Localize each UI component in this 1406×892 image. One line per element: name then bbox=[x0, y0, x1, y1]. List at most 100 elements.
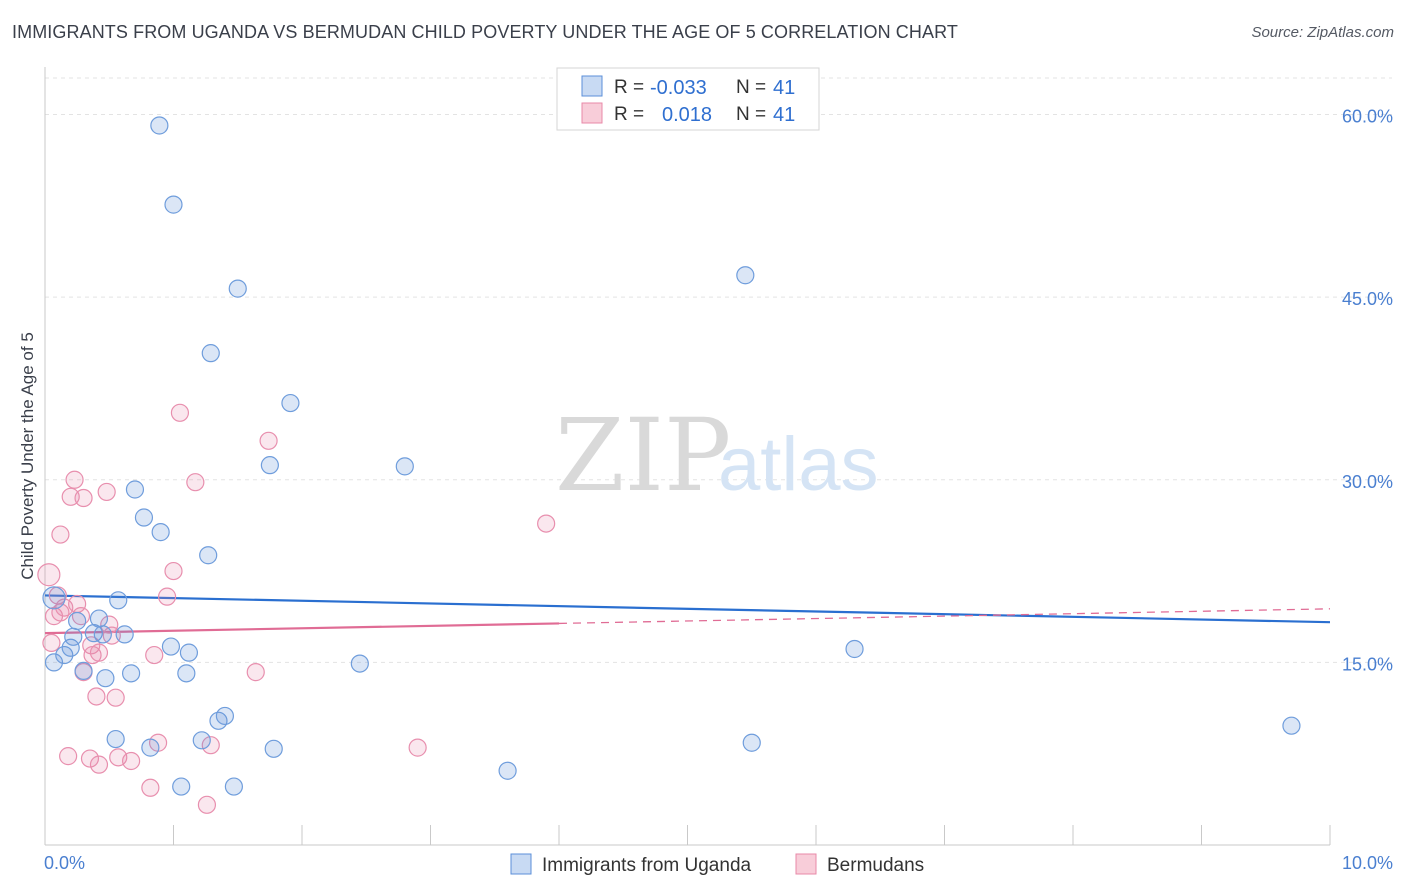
point-bermudans bbox=[97, 482, 116, 502]
x-tick-label-min: 0.0% bbox=[44, 853, 85, 873]
point-uganda bbox=[177, 664, 196, 683]
point-uganda bbox=[260, 456, 279, 475]
point-uganda bbox=[845, 639, 864, 659]
point-uganda bbox=[109, 591, 128, 610]
legend-r-value-2: 0.018 bbox=[662, 104, 712, 126]
y-tick-labels: 15.0% 30.0% 45.0% 60.0% bbox=[1342, 107, 1393, 675]
trendline-bermudans-solid bbox=[44, 622, 560, 635]
point-bermudans bbox=[51, 525, 70, 544]
point-uganda bbox=[350, 654, 369, 673]
point-bermudans bbox=[89, 643, 109, 662]
point-uganda bbox=[192, 731, 211, 750]
point-uganda bbox=[74, 661, 93, 681]
source-label: Source: ZipAtlas.com bbox=[1251, 24, 1394, 41]
y-tick-label: 45.0% bbox=[1342, 289, 1393, 309]
point-bermudans bbox=[59, 747, 78, 766]
point-uganda bbox=[179, 643, 199, 662]
legend-swatch-bermudans bbox=[581, 102, 603, 124]
point-uganda bbox=[201, 344, 220, 363]
point-uganda bbox=[93, 625, 112, 644]
point-uganda bbox=[121, 664, 141, 683]
point-uganda bbox=[736, 266, 755, 285]
point-uganda bbox=[61, 638, 80, 657]
point-uganda bbox=[150, 116, 169, 135]
point-bermudans bbox=[259, 431, 278, 450]
point-uganda bbox=[215, 706, 234, 726]
point-bermudans bbox=[80, 749, 100, 768]
legend-bottom-label-bermudans: Bermudans bbox=[827, 855, 924, 876]
watermark-atlas: atlas bbox=[718, 422, 879, 507]
point-uganda bbox=[68, 611, 87, 631]
point-bermudans bbox=[197, 795, 217, 814]
x-tick-label-max: 10.0% bbox=[1342, 853, 1393, 873]
point-uganda bbox=[281, 393, 300, 413]
watermark-zip: ZIP bbox=[555, 397, 731, 514]
legend-r-value-1: -0.033 bbox=[650, 77, 707, 99]
point-bermudans bbox=[42, 633, 61, 653]
point-bermudans bbox=[246, 663, 265, 682]
legend-n-value-2: 41 bbox=[773, 104, 795, 126]
trendlines bbox=[44, 594, 1331, 635]
point-uganda bbox=[742, 733, 761, 752]
legend-bottom-swatch-uganda bbox=[510, 853, 532, 875]
trendline-uganda-solid bbox=[44, 594, 1331, 624]
point-uganda bbox=[42, 586, 66, 610]
point-uganda bbox=[224, 777, 243, 796]
point-uganda bbox=[134, 508, 154, 527]
point-uganda bbox=[115, 625, 134, 644]
y-tick-label: 30.0% bbox=[1342, 472, 1393, 492]
point-bermudans bbox=[106, 688, 125, 707]
legend-r-label-2: R = bbox=[614, 104, 644, 125]
point-uganda bbox=[106, 729, 125, 749]
point-bermudans bbox=[201, 736, 220, 755]
point-bermudans bbox=[121, 751, 141, 771]
point-uganda bbox=[141, 738, 160, 757]
point-uganda bbox=[44, 653, 64, 672]
watermark: ZIP atlas bbox=[555, 397, 879, 514]
point-uganda bbox=[125, 480, 145, 499]
gridlines bbox=[45, 77, 1392, 663]
legend-bottom-swatch-bermudans bbox=[795, 853, 817, 875]
point-uganda bbox=[64, 627, 83, 646]
point-uganda bbox=[151, 523, 170, 542]
chart-title: IMMIGRANTS FROM UGANDA VS BERMUDAN CHILD… bbox=[12, 22, 958, 42]
point-bermudans bbox=[61, 487, 80, 506]
correlation-legend: R = -0.033 N = 41 R = 0.018 N = 41 bbox=[556, 67, 820, 131]
point-uganda bbox=[395, 457, 414, 476]
trendline-bermudans-dashed bbox=[558, 608, 1331, 625]
point-bermudans bbox=[141, 778, 160, 797]
point-uganda bbox=[161, 637, 181, 656]
point-uganda bbox=[498, 761, 517, 780]
legend-n-value-1: 41 bbox=[773, 77, 795, 99]
legend-bottom-label-uganda: Immigrants from Uganda bbox=[542, 855, 752, 876]
y-tick-label: 15.0% bbox=[1342, 654, 1393, 674]
legend-swatch-uganda bbox=[581, 75, 603, 97]
point-bermudans bbox=[157, 587, 177, 606]
point-bermudans bbox=[145, 645, 164, 665]
legend-n-label-2: N = bbox=[736, 104, 766, 125]
point-uganda bbox=[172, 777, 191, 796]
point-uganda bbox=[96, 669, 115, 688]
point-bermudans bbox=[74, 488, 93, 508]
point-uganda bbox=[164, 195, 183, 214]
point-bermudans bbox=[170, 403, 190, 422]
point-bermudans bbox=[87, 687, 106, 706]
x-tick-labels: 0.0% 10.0% bbox=[44, 853, 1393, 873]
y-tick-label: 60.0% bbox=[1342, 107, 1393, 127]
point-uganda bbox=[264, 739, 283, 758]
point-bermudans bbox=[89, 755, 109, 774]
point-bermudans bbox=[65, 470, 84, 489]
axes bbox=[44, 67, 1331, 846]
point-uganda bbox=[228, 279, 247, 298]
point-uganda bbox=[89, 609, 109, 628]
point-bermudans bbox=[408, 738, 427, 757]
legend-n-label-1: N = bbox=[736, 77, 766, 98]
series-uganda-points bbox=[42, 116, 1301, 796]
point-bermudans bbox=[100, 615, 119, 634]
series-legend: Immigrants from Uganda Bermudans bbox=[510, 853, 924, 876]
point-bermudans bbox=[164, 561, 183, 581]
point-uganda bbox=[199, 546, 218, 565]
y-axis-label: Child Poverty Under the Age of 5 bbox=[18, 332, 37, 580]
point-bermudans bbox=[537, 514, 556, 533]
